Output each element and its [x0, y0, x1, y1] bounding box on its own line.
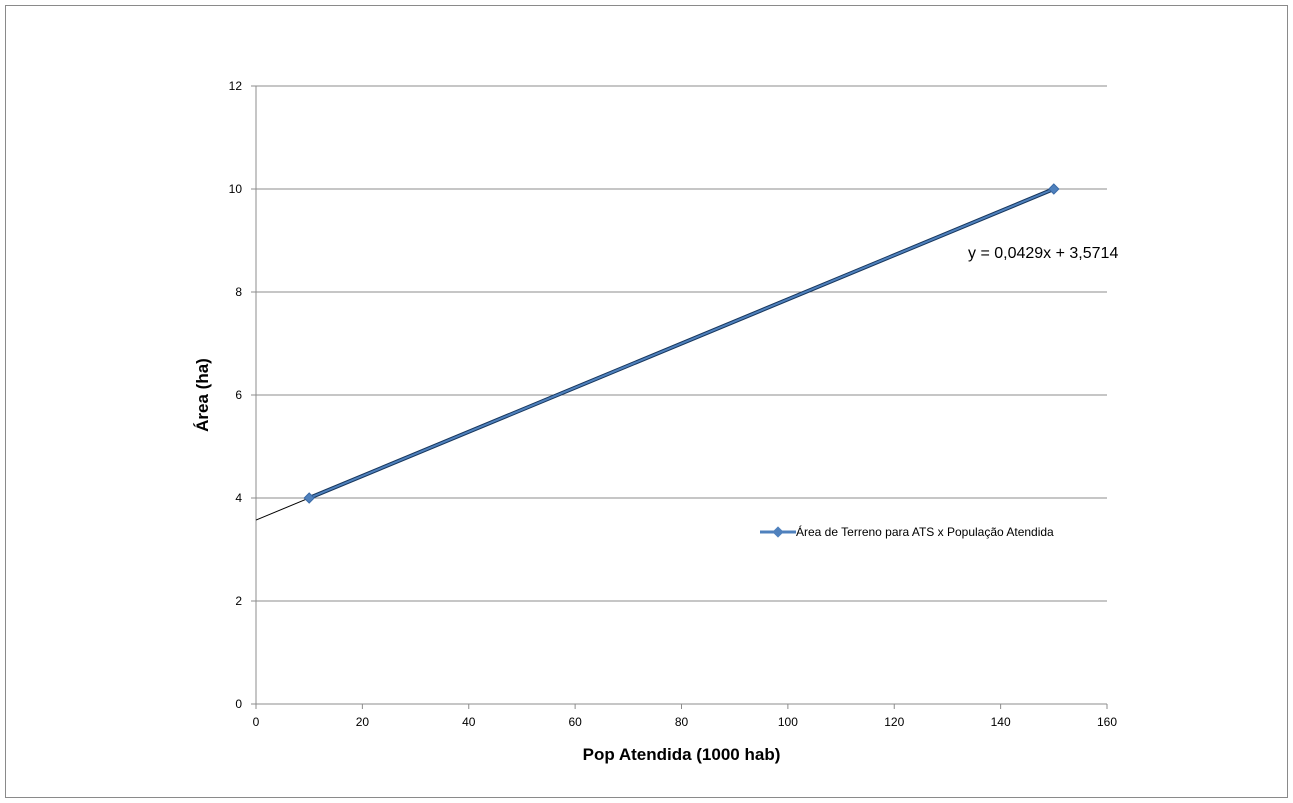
y-tick-label-6: 6	[235, 388, 242, 402]
series-line	[308, 188, 1055, 499]
x-tick-label-60: 60	[568, 715, 582, 729]
y-tick-label-12: 12	[229, 79, 243, 93]
y-tick-label-0: 0	[235, 697, 242, 711]
x-tick-label-160: 160	[1097, 715, 1117, 729]
x-tick-label-40: 40	[462, 715, 476, 729]
series	[255, 183, 1060, 521]
x-tick-label-140: 140	[991, 715, 1011, 729]
x-tick-label-100: 100	[778, 715, 798, 729]
x-tick-label-120: 120	[884, 715, 904, 729]
legend: Área de Terreno para ATS x População Ate…	[760, 524, 1054, 539]
trendline-equation: y = 0,0429x + 3,5714	[968, 245, 1118, 262]
legend-marker-swatch	[772, 526, 784, 538]
y-tick-label-2: 2	[235, 594, 242, 608]
y-tick-label-10: 10	[229, 182, 243, 196]
y-tick-label-8: 8	[235, 285, 242, 299]
data-point-0	[303, 492, 315, 504]
y-axis-title: Área (ha)	[193, 358, 212, 432]
y-tick-label-4: 4	[235, 491, 242, 505]
x-axis-title: Pop Atendida (1000 hab)	[583, 745, 781, 764]
x-tick-label-80: 80	[675, 715, 689, 729]
chart-frame: 0 2 4 6 8 10 12 0 20 40 60 80 100 120 140 160 y = 0,042…	[5, 5, 1288, 798]
data-point-1	[1048, 183, 1060, 195]
x-tick-label-20: 20	[356, 715, 370, 729]
grid	[256, 85, 1107, 602]
legend-entry-label: Área de Terreno para ATS x População Ate…	[796, 524, 1054, 539]
x-tick-label-0: 0	[253, 715, 260, 729]
